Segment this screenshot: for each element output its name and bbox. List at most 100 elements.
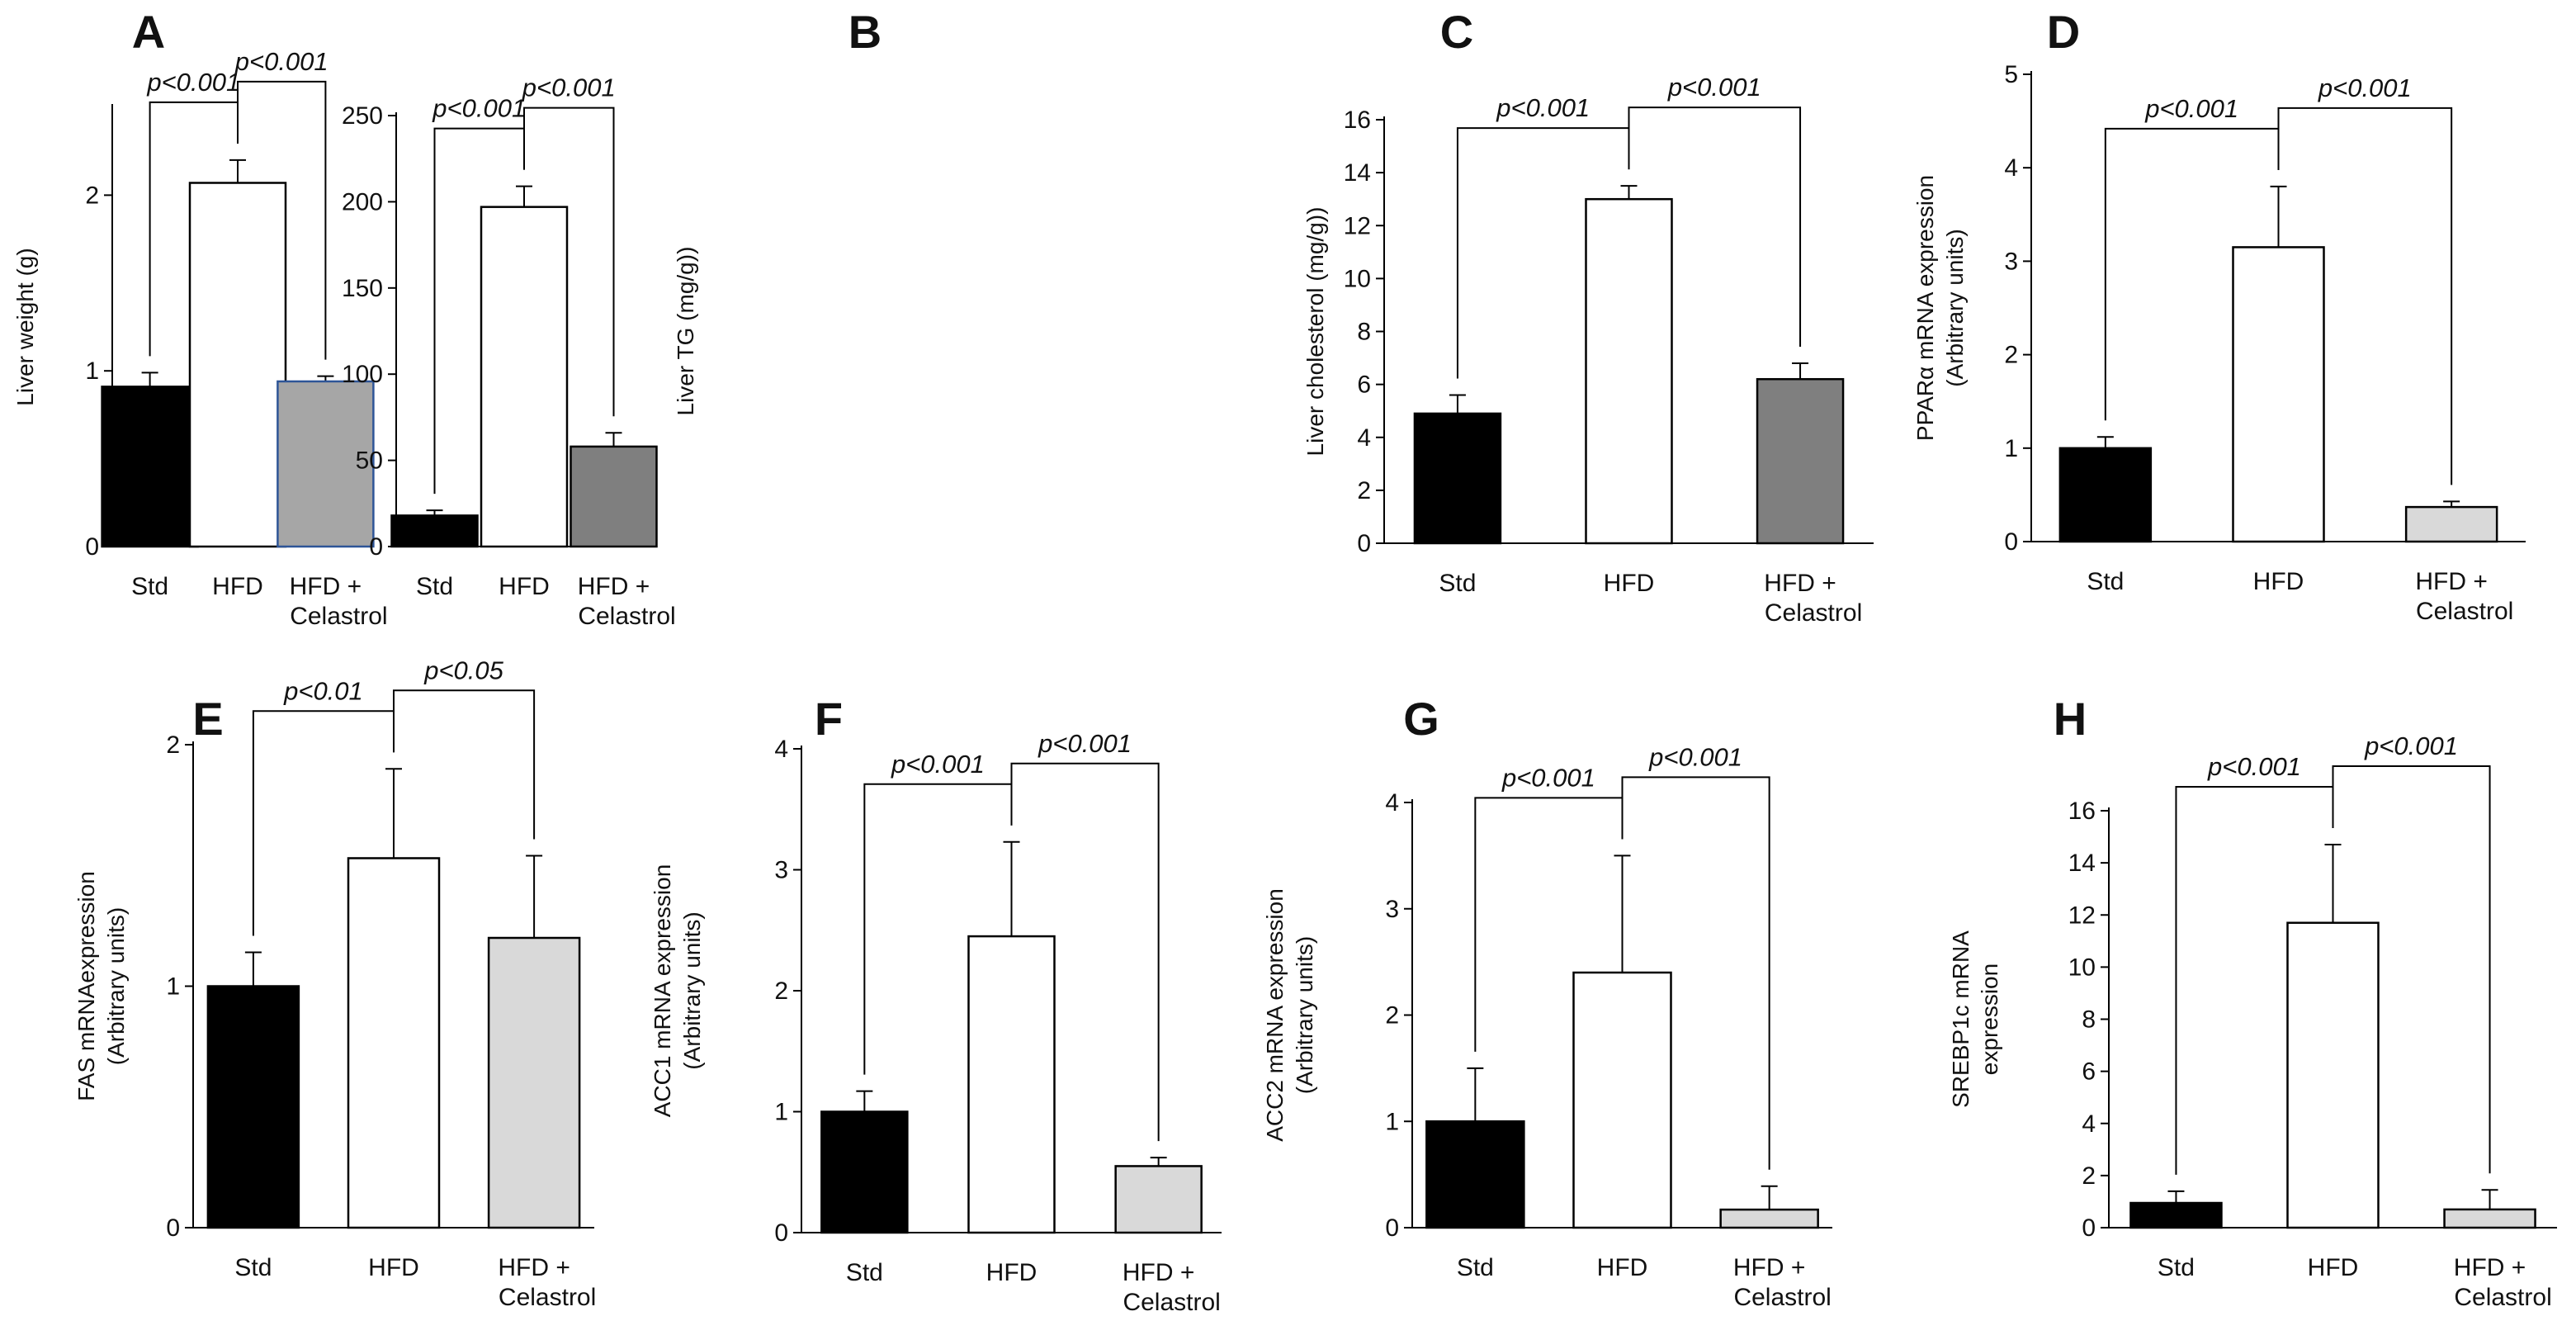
significance-bracket — [237, 80, 327, 360]
significance-bracket — [2277, 107, 2453, 485]
y-tick-label: 200 — [342, 188, 383, 215]
y-tick-label: 0 — [1385, 1214, 1399, 1242]
y-axis-label: SREBP1c mRNA — [1948, 930, 1973, 1108]
y-tick-label: 4 — [2004, 154, 2018, 182]
y-tick-label: 2 — [2004, 342, 2018, 369]
x-tick-label: HFD — [499, 573, 550, 600]
y-tick-label: 1 — [2004, 435, 2018, 462]
y-tick-label: 1 — [85, 357, 99, 385]
bar — [1719, 1208, 1819, 1229]
x-tick-label: Celastrol — [1123, 1289, 1220, 1316]
x-tick-label: HFD + — [290, 573, 362, 600]
bar — [2443, 1208, 2536, 1229]
x-tick-label: HFD — [986, 1259, 1037, 1286]
y-tick-label: 14 — [2068, 850, 2096, 877]
x-tick-label: Celastrol — [1765, 599, 1862, 627]
bar — [2286, 921, 2380, 1229]
significance-label: p<0.001 — [1648, 742, 1742, 771]
panel-letter: E — [192, 693, 223, 745]
y-tick-label: 2 — [2082, 1162, 2096, 1190]
panel-letter: G — [1403, 693, 1439, 745]
significance-label: p<0.001 — [2318, 73, 2412, 102]
x-tick-label: HFD + — [498, 1254, 570, 1281]
panel-c: C 0 2 4 6 8 10 12 14 16 Liver cholesterol (mg/g)) S… — [1302, 6, 1874, 627]
y-tick-label: 4 — [1385, 789, 1399, 817]
y-tick-label: 100 — [342, 361, 383, 388]
x-tick-label: Std — [131, 573, 168, 600]
x-tick-label: Celastrol — [1733, 1284, 1831, 1311]
x-tick-label: Celastrol — [578, 603, 675, 630]
panel-letter: F — [815, 693, 843, 745]
bar — [1572, 971, 1672, 1229]
bar — [1413, 412, 1502, 545]
y-tick-label: 0 — [2082, 1214, 2096, 1242]
significance-bracket — [2332, 765, 2491, 1174]
significance-label: p<0.001 — [891, 750, 985, 779]
bar — [1425, 1120, 1525, 1229]
panel-letter: C — [1440, 6, 1473, 58]
y-tick-label: 10 — [1344, 265, 1371, 292]
y-axis-label: FAS mRNAexpression — [73, 871, 99, 1101]
x-tick-label: Std — [234, 1254, 272, 1281]
y-tick-label: 3 — [774, 857, 788, 884]
x-tick-label: Celastrol — [499, 1284, 596, 1311]
panel-g: G 0 1 2 3 4 ACC2 mRNA expression (Arbitrary uni… — [1262, 693, 1832, 1311]
x-tick-label: HFD — [2253, 568, 2304, 595]
bar — [188, 182, 287, 548]
x-tick-label: Std — [2087, 568, 2124, 595]
bar — [1756, 377, 1845, 545]
significance-label: p<0.001 — [1501, 763, 1595, 792]
significance-label: p<0.001 — [432, 94, 526, 123]
y-axis-label: Liver weight (g) — [12, 248, 38, 405]
significance-label: p<0.001 — [2144, 94, 2238, 123]
y-axis-label: ACC1 mRNA expression — [650, 864, 675, 1118]
x-tick-label: HFD + — [1733, 1254, 1806, 1281]
y-tick-label: 2 — [85, 182, 99, 209]
y-tick-label: 16 — [1344, 107, 1371, 134]
y-tick-label: 2 — [1357, 477, 1371, 504]
x-tick-label: Std — [846, 1259, 883, 1286]
significance-label: p<0.001 — [146, 68, 240, 97]
y-tick-label: 50 — [356, 447, 383, 475]
bar — [347, 857, 441, 1229]
panel-letter: D — [2047, 6, 2080, 58]
x-tick-label: Celastrol — [290, 603, 387, 630]
panel-a: A 0 1 2 Liver weight (g) Std HFD HFD + Celastrol… — [12, 6, 388, 630]
y-tick-label: 3 — [1385, 896, 1399, 923]
panel-b: B 0 50 100 150 200 250 Liver TG (mg/g)) Std HFD HF… — [342, 6, 882, 630]
significance-bracket — [1010, 762, 1160, 1142]
y-tick-label: 8 — [2082, 1006, 2096, 1034]
significance-label: p<0.05 — [423, 656, 503, 684]
y-axis-label: (Arbitrary units) — [1942, 229, 1968, 386]
x-tick-label: HFD + — [1764, 570, 1836, 597]
y-axis-label: expression — [1977, 963, 2002, 1075]
x-tick-label: HFD — [368, 1254, 419, 1281]
bar — [2058, 447, 2153, 543]
y-tick-label: 16 — [2068, 798, 2096, 825]
panel-letter: H — [2054, 693, 2087, 745]
bar — [967, 935, 1056, 1234]
significance-label: p<0.001 — [2207, 752, 2301, 781]
y-tick-label: 10 — [2068, 954, 2096, 981]
y-tick-label: 6 — [2082, 1058, 2096, 1086]
x-tick-label: HFD + — [1123, 1259, 1195, 1286]
y-tick-label: 4 — [2082, 1110, 2096, 1138]
significance-label: p<0.001 — [234, 47, 328, 76]
y-axis-label: Liver TG (mg/g)) — [673, 247, 698, 416]
bar — [487, 936, 581, 1229]
y-tick-label: 1 — [166, 973, 180, 1001]
x-tick-label: Celastrol — [2454, 1284, 2551, 1311]
y-tick-label: 0 — [774, 1219, 788, 1247]
y-tick-label: 12 — [2068, 902, 2096, 929]
y-axis-label: Liver cholesterol (mg/g)) — [1302, 207, 1328, 457]
significance-label: p<0.001 — [1037, 729, 1132, 758]
x-tick-label: Std — [416, 573, 453, 600]
bar — [1585, 197, 1673, 545]
x-tick-label: HFD + — [2454, 1254, 2526, 1281]
y-tick-label: 5 — [2004, 61, 2018, 88]
significance-label: p<0.01 — [283, 676, 363, 705]
x-tick-label: HFD — [212, 573, 263, 600]
y-axis-label: PPARα mRNA expression — [1912, 175, 1938, 441]
bar — [277, 380, 375, 548]
y-axis-label: (Arbitrary units) — [679, 911, 705, 1069]
